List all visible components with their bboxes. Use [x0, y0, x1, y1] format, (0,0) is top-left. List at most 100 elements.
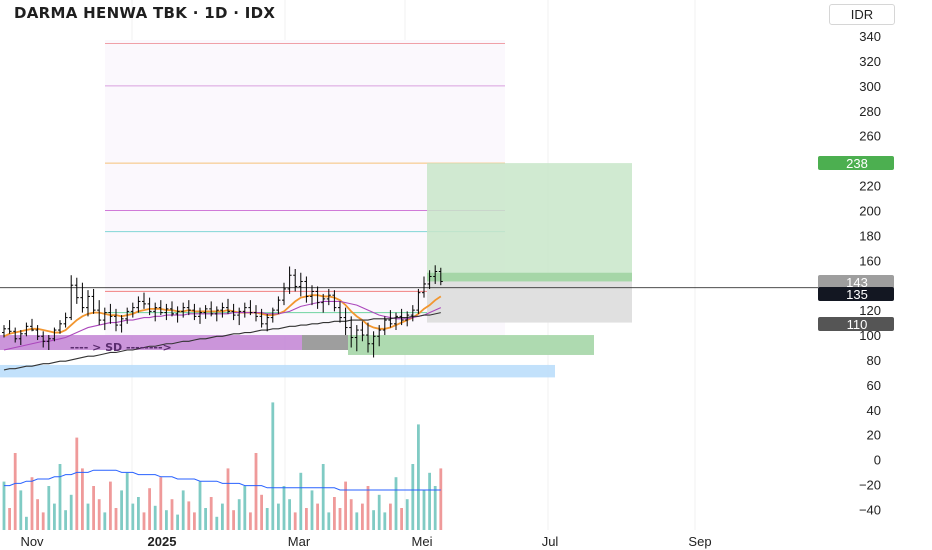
volume-bar [237, 499, 241, 530]
time-tick-label: Mei [412, 534, 433, 549]
volume-bar [366, 486, 370, 530]
volume-bar [243, 486, 247, 530]
candle [399, 308, 404, 326]
currency-selector[interactable]: IDR [829, 4, 895, 25]
volume-ma-line [4, 469, 441, 491]
candle [18, 330, 23, 346]
price-badge-label: 238 [846, 156, 868, 171]
price-tick-label: −20 [859, 478, 881, 493]
volume-bar [439, 468, 443, 530]
candle [237, 307, 242, 326]
candle [220, 302, 225, 318]
volume-bar [293, 512, 297, 530]
volume-bar [92, 486, 95, 530]
candle [30, 318, 34, 332]
volume-bar [355, 512, 359, 530]
volume-bar [260, 494, 263, 530]
candle [310, 285, 314, 306]
volume-bar [321, 464, 325, 530]
candle [153, 302, 158, 322]
price-badge-bg [818, 287, 894, 301]
candle [427, 270, 432, 289]
volume-bar [170, 499, 174, 530]
volume-bar [411, 464, 415, 530]
candle [35, 325, 40, 341]
candle [366, 322, 370, 353]
price-badge-label: 135 [846, 287, 868, 302]
price-tick-label: 60 [867, 378, 881, 393]
candle [203, 305, 208, 319]
sd-annotation: ---- > SD --------> [70, 341, 172, 354]
volume-bar [125, 472, 129, 530]
volume-bar [344, 481, 347, 530]
candle [265, 313, 270, 332]
volume-bar [2, 481, 6, 530]
candle [130, 302, 135, 318]
volume-bar [13, 453, 17, 530]
candle [304, 276, 309, 303]
volume-bar [327, 512, 331, 530]
volume-bar [400, 508, 403, 530]
candle [214, 306, 219, 322]
volume-bar [204, 508, 207, 530]
volume-bar [181, 490, 185, 530]
volume-bar [109, 481, 112, 530]
target-zone-edge [427, 272, 632, 282]
volume-bar [142, 512, 146, 530]
volume-bar [288, 499, 291, 530]
candle [405, 311, 410, 327]
candle [24, 322, 29, 337]
time-tick-label: Nov [20, 534, 44, 549]
candle [422, 276, 426, 298]
price-badge: 143 [818, 275, 894, 290]
target-zone [427, 163, 632, 282]
candle [293, 269, 298, 292]
candle [102, 307, 107, 331]
candle [69, 275, 74, 321]
candle [377, 325, 382, 347]
volume-bar [148, 488, 151, 530]
candle [254, 305, 258, 322]
volume-bar [153, 505, 157, 530]
volume-bar [86, 503, 90, 530]
price-tick-label: 120 [859, 303, 881, 318]
volume-bar [47, 486, 51, 530]
candle [360, 321, 365, 342]
candle [97, 300, 102, 326]
volume-bar [19, 490, 23, 530]
price-badge-label: 110 [847, 317, 868, 332]
price-tick-label: 160 [859, 253, 881, 268]
volume-bar [114, 508, 118, 530]
volume-bar [232, 510, 235, 530]
volume-bar [41, 512, 45, 530]
price-tick-label: 260 [859, 129, 881, 144]
volume-bar [53, 503, 56, 530]
candle [371, 331, 376, 358]
candle [416, 288, 421, 314]
volume-bar [64, 510, 67, 530]
volume-bar [433, 486, 437, 530]
volume-bar [271, 402, 275, 530]
candle [13, 327, 18, 343]
volume-bar [193, 512, 196, 530]
candle [46, 335, 51, 350]
candle [108, 303, 113, 324]
volume-bar [422, 490, 426, 530]
volume-bar [333, 497, 336, 530]
candle [259, 308, 264, 328]
volume-bar [282, 486, 286, 530]
candle [382, 316, 387, 336]
volume-bar [103, 512, 107, 530]
candle [86, 290, 90, 317]
volume-bar [383, 512, 387, 530]
candle [433, 265, 438, 284]
candle [58, 320, 62, 334]
candle [142, 292, 146, 309]
volume-bar [316, 503, 319, 530]
volume-bar [417, 424, 420, 530]
price-tick-label: 40 [867, 403, 881, 418]
price-tick-label: 180 [859, 228, 881, 243]
candle [186, 300, 191, 316]
